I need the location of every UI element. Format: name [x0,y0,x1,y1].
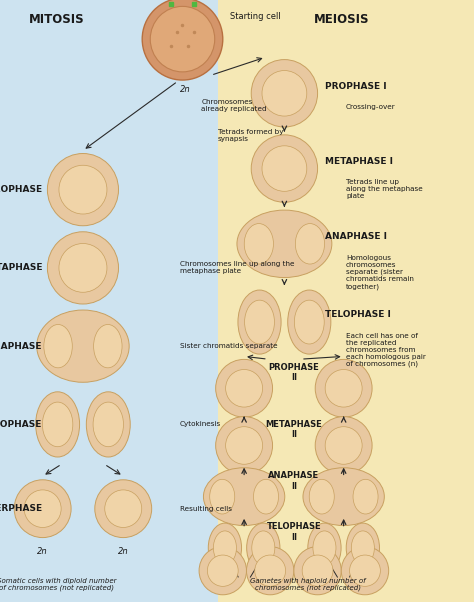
Text: Crossing-over: Crossing-over [346,104,396,110]
Ellipse shape [95,480,152,538]
Ellipse shape [255,555,285,586]
Ellipse shape [93,402,123,447]
Ellipse shape [14,480,71,538]
Text: Each cell has one of
the replicated
chromosomes from
each homologous pair
of chr: Each cell has one of the replicated chro… [346,333,426,367]
Text: n: n [267,600,273,602]
Ellipse shape [150,7,215,72]
Text: 2n: 2n [180,85,190,95]
Text: n: n [362,600,368,602]
Text: MITOSIS: MITOSIS [29,13,85,26]
Text: TELOPHASE: TELOPHASE [0,420,43,429]
Ellipse shape [210,479,235,514]
Ellipse shape [262,70,307,116]
Ellipse shape [295,223,325,264]
Text: n: n [220,600,226,602]
Text: ANAPHASE I: ANAPHASE I [325,232,387,241]
Ellipse shape [288,290,331,354]
Ellipse shape [246,547,294,595]
Ellipse shape [325,427,362,464]
Ellipse shape [294,547,341,595]
Ellipse shape [353,479,378,514]
Ellipse shape [244,223,273,264]
Text: Starting cell: Starting cell [230,12,281,20]
Ellipse shape [341,547,389,595]
Ellipse shape [238,290,281,354]
Text: 2n: 2n [118,547,128,556]
Text: n: n [315,600,320,602]
Ellipse shape [216,359,273,417]
Ellipse shape [47,154,118,226]
Text: INTERPHASE: INTERPHASE [0,504,43,513]
Ellipse shape [105,490,142,527]
Ellipse shape [59,166,107,214]
Text: Tetrads line up
along the metaphase
plate: Tetrads line up along the metaphase plat… [346,179,423,199]
Text: TELOPHASE
II: TELOPHASE II [266,523,321,542]
Text: Homologous
chromosomes
separate (sister
chromatids remain
together): Homologous chromosomes separate (sister … [346,255,414,290]
Ellipse shape [315,359,372,417]
Ellipse shape [199,547,246,595]
Text: METAPHASE I: METAPHASE I [325,157,392,166]
Ellipse shape [203,468,285,526]
FancyBboxPatch shape [218,0,474,602]
Ellipse shape [308,523,341,573]
Text: Chromosomes
already replicated: Chromosomes already replicated [201,99,267,113]
Ellipse shape [142,0,223,80]
Ellipse shape [294,300,324,344]
Text: PROPHASE: PROPHASE [0,185,43,194]
Ellipse shape [351,531,374,565]
Ellipse shape [251,135,318,202]
Text: Sister chromatids separate: Sister chromatids separate [180,343,278,349]
Text: METAPHASE
II: METAPHASE II [265,420,322,439]
Ellipse shape [350,555,380,586]
Ellipse shape [252,531,275,565]
Ellipse shape [251,60,318,127]
Text: Tetrads formed by
synapsis: Tetrads formed by synapsis [218,129,283,142]
Ellipse shape [262,146,307,191]
Ellipse shape [213,531,237,565]
Ellipse shape [24,490,61,527]
Ellipse shape [237,210,332,278]
Text: Somatic cells with diploid number
of chromosomes (not replicated): Somatic cells with diploid number of chr… [0,577,117,591]
Text: Chromosomes line up along the
metaphase plate: Chromosomes line up along the metaphase … [180,261,295,275]
Text: 2n: 2n [37,547,48,556]
Text: PROPHASE
II: PROPHASE II [268,363,319,382]
Ellipse shape [93,324,122,368]
Ellipse shape [254,479,279,514]
Ellipse shape [36,392,80,457]
Text: ANAPHASE
II: ANAPHASE II [268,471,319,491]
Ellipse shape [245,300,274,344]
Text: TELOPHASE I: TELOPHASE I [325,311,391,319]
Ellipse shape [44,324,72,368]
Text: MEIOSIS: MEIOSIS [313,13,369,26]
Ellipse shape [47,232,118,304]
Ellipse shape [208,523,242,573]
Ellipse shape [303,468,384,526]
Text: Cytokinesis: Cytokinesis [180,421,221,427]
Ellipse shape [302,555,333,586]
Text: Resulting cells: Resulting cells [180,506,232,512]
Ellipse shape [59,243,107,292]
Ellipse shape [216,417,273,474]
Text: ANAPHASE: ANAPHASE [0,342,43,350]
Text: Gametes with haploid number of
chromosomes (not replicated): Gametes with haploid number of chromosom… [250,577,366,591]
Ellipse shape [313,531,336,565]
Ellipse shape [246,523,280,573]
Ellipse shape [325,370,362,407]
Ellipse shape [226,370,263,407]
Ellipse shape [86,392,130,457]
Text: PROPHASE I: PROPHASE I [325,82,386,90]
Ellipse shape [42,402,73,447]
Ellipse shape [207,555,238,586]
Ellipse shape [315,417,372,474]
Ellipse shape [226,427,263,464]
FancyBboxPatch shape [0,0,218,602]
Ellipse shape [36,310,129,382]
Ellipse shape [346,523,380,573]
Text: METAPHASE: METAPHASE [0,264,43,272]
Ellipse shape [309,479,334,514]
